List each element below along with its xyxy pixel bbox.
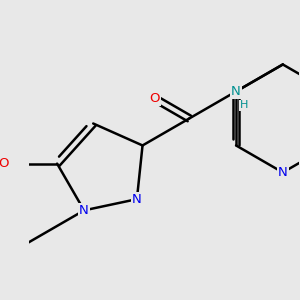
Text: N: N: [231, 85, 241, 98]
Text: N: N: [79, 204, 89, 217]
Text: N: N: [132, 193, 142, 206]
Text: N: N: [278, 166, 288, 179]
Text: H: H: [240, 100, 248, 110]
Text: O: O: [0, 157, 8, 170]
Text: O: O: [149, 92, 160, 105]
